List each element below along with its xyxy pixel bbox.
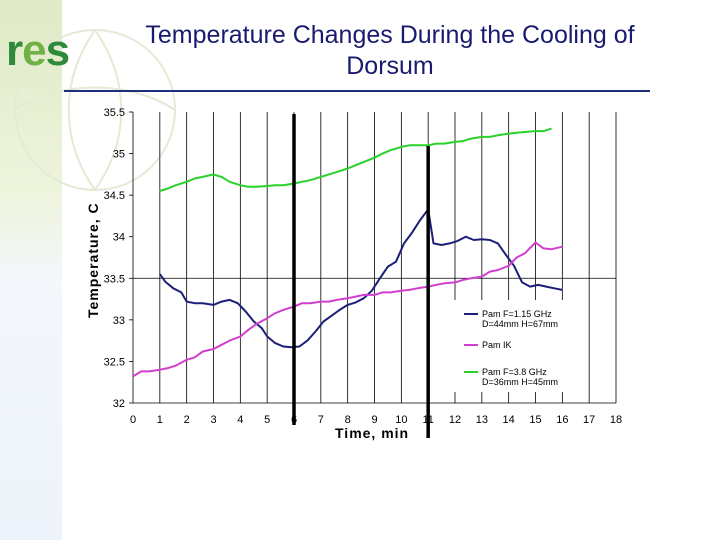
title-line-2: Dorsum: [346, 52, 434, 80]
legend-label-series-1-line-2: D=44mm H=67mm: [482, 319, 558, 329]
y-axis-title: Temperature, C: [85, 202, 101, 318]
res-logo: res: [6, 26, 70, 75]
y-tick-label-35: 35: [113, 149, 125, 161]
y-tick-label-35-5: 35.5: [104, 107, 125, 119]
series-lines: [132, 127, 563, 378]
y-tick-label-32-5: 32.5: [104, 356, 125, 368]
x-tick-label-0: 0: [130, 414, 136, 426]
series-line-1: [158, 208, 563, 349]
x-tick-label-14: 14: [503, 414, 515, 426]
legend-label-series-3-line-1: Pam F=3.8 GHz: [482, 367, 547, 377]
x-tick-label-4: 4: [237, 414, 243, 426]
legend: Pam F=1.15 GHz D=44mm H=67mm Pam IK Pam …: [444, 300, 576, 392]
x-tick-label-5: 5: [264, 414, 270, 426]
x-tick-label-16: 16: [556, 414, 568, 426]
x-tick-label-1: 1: [157, 414, 163, 426]
y-tick-label-32: 32: [113, 398, 125, 410]
x-tick-label-2: 2: [184, 414, 190, 426]
y-tick-label-33-5: 33.5: [104, 273, 125, 285]
x-tick-label-3: 3: [210, 414, 216, 426]
marker-lines: [292, 114, 430, 438]
x-tick-label-7: 7: [318, 414, 324, 426]
x-tick-label-8: 8: [345, 414, 351, 426]
x-tick-label-17: 17: [583, 414, 595, 426]
x-axis-title: Time, min: [335, 425, 409, 441]
legend-label-series-3-line-2: D=36mm H=45mm: [482, 377, 558, 387]
x-tick-label-15: 15: [529, 414, 541, 426]
legend-label-series-2: Pam IK: [482, 340, 512, 350]
y-tick-label-33: 33: [113, 315, 125, 327]
x-tick-label-9: 9: [371, 414, 377, 426]
series-line-2: [132, 241, 563, 378]
y-tick-label-34-5: 34.5: [104, 190, 125, 202]
x-tick-label-12: 12: [449, 414, 461, 426]
page-title: Temperature Changes During the Cooling o…: [100, 20, 680, 82]
title-line-1: Temperature Changes During the Cooling o…: [145, 21, 635, 49]
watermark-emblem: [14, 29, 176, 191]
legend-label-series-1-line-1: Pam F=1.15 GHz: [482, 309, 552, 319]
series-line-3: [159, 127, 552, 192]
y-tick-labels: 32 32.5 33 33.5 34 34.5 35 35.5: [104, 107, 133, 410]
x-tick-label-13: 13: [476, 414, 488, 426]
title-divider: [64, 90, 650, 92]
left-decorative-green-band: [0, 0, 62, 280]
x-tick-label-18: 18: [610, 414, 622, 426]
x-tick-label-10: 10: [395, 414, 407, 426]
y-tick-label-34: 34: [113, 232, 125, 244]
